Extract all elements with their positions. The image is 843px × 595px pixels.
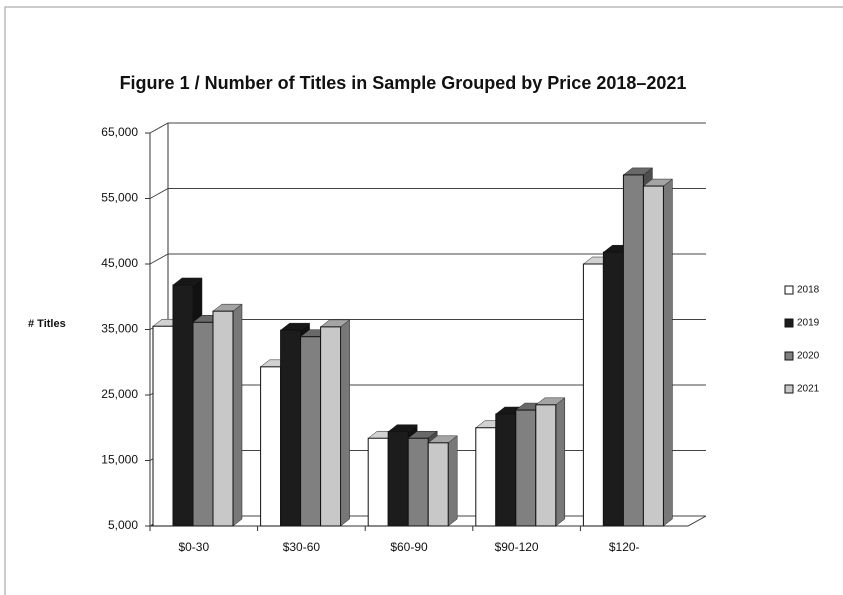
bar-front <box>212 310 234 527</box>
bar <box>642 178 674 527</box>
legend-label: 2018 <box>797 285 820 296</box>
bar-front <box>280 329 302 527</box>
bar-front <box>622 174 644 527</box>
x-tick-label: $0-30 <box>178 540 209 554</box>
y-tick-label: 5,000 <box>108 518 138 532</box>
bar <box>319 319 351 527</box>
y-axis-label: # Titles <box>28 318 66 330</box>
y-tick-label: 15,000 <box>101 453 138 467</box>
bar-side <box>232 303 243 527</box>
bar-front <box>495 413 517 527</box>
x-tick-label: $30-60 <box>283 540 321 554</box>
bar-front <box>192 321 214 527</box>
legend-swatch <box>784 351 794 361</box>
x-tick-label: $120- <box>609 540 640 554</box>
bar-front <box>427 442 449 527</box>
grid-line <box>149 188 706 199</box>
bar-front <box>602 251 624 527</box>
legend-swatch <box>784 285 794 295</box>
bar-front <box>172 284 194 527</box>
bar-front <box>407 437 429 527</box>
bar-side <box>447 435 458 527</box>
bar-front <box>367 437 389 527</box>
chart-title: Figure 1 / Number of Titles in Sample Gr… <box>120 73 687 93</box>
bar-front <box>582 263 604 527</box>
bar-front <box>260 366 282 527</box>
legend-label: 2021 <box>797 384 820 395</box>
y-tick-label: 25,000 <box>101 387 138 401</box>
bar-front <box>320 326 342 527</box>
bar-side <box>663 178 673 527</box>
bar-front <box>152 325 174 527</box>
y-tick-label: 35,000 <box>101 322 138 336</box>
bar <box>212 303 243 527</box>
bar-front <box>535 404 557 527</box>
grid-line <box>149 122 706 134</box>
bar-front <box>642 185 664 527</box>
bar-front <box>515 409 537 527</box>
legend-label: 2020 <box>797 351 820 362</box>
x-tick-label: $90-120 <box>495 540 539 554</box>
bar <box>427 435 458 527</box>
grid-line <box>149 253 706 265</box>
y-tick-label: 55,000 <box>101 191 138 205</box>
legend-label: 2019 <box>797 318 820 329</box>
bar-front <box>300 336 322 527</box>
y-tick-label: 65,000 <box>101 125 138 139</box>
legend-swatch <box>784 318 794 328</box>
legend-swatch <box>784 384 794 394</box>
bar <box>535 397 566 527</box>
bar-side <box>340 319 350 527</box>
y-tick-label: 45,000 <box>101 256 138 270</box>
frame <box>4 6 843 595</box>
bar-front <box>475 427 497 527</box>
bar-front <box>387 431 409 527</box>
bar-side <box>555 397 566 527</box>
x-tick-label: $60-90 <box>390 540 428 554</box>
